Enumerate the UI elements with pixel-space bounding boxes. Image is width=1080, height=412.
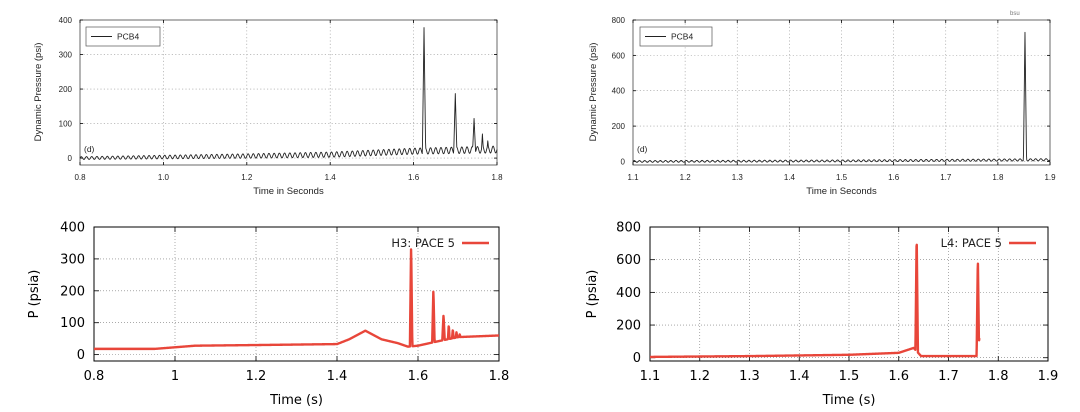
series-line-pcb4 xyxy=(632,31,1051,163)
legend-box xyxy=(639,26,713,47)
y-tick-label: 0 xyxy=(621,157,626,166)
legend: PCB4 xyxy=(85,26,161,47)
y-tick-label: 800 xyxy=(612,16,626,25)
x-tick-label: 1.5 xyxy=(839,369,860,384)
y-axis-label: Dynamic Pressure (psi) xyxy=(588,43,599,142)
x-tick-label: 1.8 xyxy=(489,369,510,384)
grid xyxy=(80,20,497,165)
x-tick-label: 1.6 xyxy=(408,173,420,182)
x-tick-label: 1.4 xyxy=(784,173,796,182)
x-tick-label: 1.8 xyxy=(988,369,1009,384)
y-tick-label: 400 xyxy=(60,221,85,236)
y-tick-label: 400 xyxy=(59,16,73,25)
y-tick-label: 200 xyxy=(60,284,85,299)
x-tick-label: 1.3 xyxy=(739,369,760,384)
legend-label: L4: PACE 5 xyxy=(941,236,1002,250)
corner-text: bsu xyxy=(1010,11,1020,17)
y-tick-label: 0 xyxy=(633,351,641,366)
x-tick-label: 1.7 xyxy=(938,369,959,384)
legend: PCB4 xyxy=(639,26,713,47)
chart-top-right: 1.1 1.2 1.3 1.4 1.5 1.6 1.7 1.8 1.9 0 200 400 600 800… xyxy=(588,11,1056,197)
x-tick-label: 1.6 xyxy=(888,369,909,384)
x-tick-label: 1.3 xyxy=(732,173,744,182)
y-tick-label: 400 xyxy=(612,87,626,96)
x-axis-label: Time (s) xyxy=(269,393,323,408)
series-line-h3-pace5 xyxy=(93,248,500,351)
series-line-l4-pace5 xyxy=(649,243,981,359)
y-tick-label: 600 xyxy=(612,51,626,60)
chart-bottom-left: 0.8 1 1.2 1.4 1.6 1.8 0 100 200 300 400 H3: PACE 5… xyxy=(27,221,509,409)
grid xyxy=(94,227,499,361)
axis-ticks: 0.8 1.0 1.2 1.4 1.6 1.8 0 100 200 300 400 xyxy=(59,16,503,182)
y-tick-label: 300 xyxy=(60,252,85,267)
y-axis-label: P (psia) xyxy=(27,270,42,319)
y-tick-label: 600 xyxy=(616,253,641,268)
x-axis-label: Time in Seconds xyxy=(253,186,324,197)
x-tick-label: 1.5 xyxy=(836,173,848,182)
y-axis-label: Dynamic Pressure (psi) xyxy=(33,43,44,142)
y-tick-label: 0 xyxy=(77,348,85,363)
chart-bottom-right: 1.1 1.2 1.3 1.4 1.5 1.6 1.7 1.8 1.9 0 200 400 600 800… xyxy=(585,221,1058,409)
y-tick-label: 200 xyxy=(616,319,641,334)
y-tick-label: 800 xyxy=(616,221,641,236)
x-tick-label: 1.8 xyxy=(491,173,503,182)
x-tick-label: 1.9 xyxy=(1044,173,1056,182)
x-tick-label: 1.8 xyxy=(992,173,1004,182)
x-tick-label: 1.2 xyxy=(689,369,710,384)
legend-box xyxy=(85,26,161,47)
grid xyxy=(650,227,1048,361)
axis-ticks: 0.8 1 1.2 1.4 1.6 1.8 0 100 200 300 400 xyxy=(60,221,509,385)
y-tick-label: 100 xyxy=(60,316,85,331)
x-axis-label: Time (s) xyxy=(822,393,876,408)
y-tick-label: 100 xyxy=(59,120,73,129)
y-tick-label: 300 xyxy=(59,51,73,60)
x-tick-label: 1.9 xyxy=(1038,369,1059,384)
panel-annotation: (d) xyxy=(637,144,648,154)
chart-top-left: 0.8 1.0 1.2 1.4 1.6 1.8 0 100 200 300 400 PCB4 (d)… xyxy=(33,16,503,197)
legend-label: PCB4 xyxy=(117,32,139,42)
x-tick-label: 1.7 xyxy=(940,173,952,182)
y-axis-label: P (psia) xyxy=(585,270,600,319)
x-tick-label: 1.4 xyxy=(789,369,810,384)
x-tick-label: 1.6 xyxy=(888,173,900,182)
x-tick-label: 1.2 xyxy=(680,173,692,182)
legend: H3: PACE 5 xyxy=(391,236,489,250)
x-tick-label: 1.4 xyxy=(327,369,348,384)
x-axis-label: Time in Seconds xyxy=(806,186,877,197)
x-tick-label: 0.8 xyxy=(74,173,86,182)
legend-label: H3: PACE 5 xyxy=(391,236,455,250)
x-tick-label: 1.6 xyxy=(408,369,429,384)
x-tick-label: 1.1 xyxy=(627,173,639,182)
y-tick-label: 0 xyxy=(68,154,73,163)
x-tick-label: 1.1 xyxy=(640,369,661,384)
legend: L4: PACE 5 xyxy=(941,236,1036,250)
panel-annotation: (d) xyxy=(84,144,95,154)
series-line-pcb4 xyxy=(79,27,498,160)
x-tick-label: 1 xyxy=(171,369,179,384)
axis-ticks: 1.1 1.2 1.3 1.4 1.5 1.6 1.7 1.8 1.9 0 200 400 600 800 xyxy=(616,221,1058,385)
y-tick-label: 200 xyxy=(59,85,73,94)
x-tick-label: 1.4 xyxy=(325,173,337,182)
x-tick-label: 0.8 xyxy=(84,369,105,384)
y-tick-label: 200 xyxy=(612,122,626,131)
x-tick-label: 1.2 xyxy=(246,369,267,384)
y-tick-label: 400 xyxy=(616,286,641,301)
axis-ticks: 1.1 1.2 1.3 1.4 1.5 1.6 1.7 1.8 1.9 0 200 400 600 800 xyxy=(612,16,1056,182)
x-tick-label: 1.0 xyxy=(158,173,170,182)
legend-label: PCB4 xyxy=(671,32,693,42)
x-tick-label: 1.2 xyxy=(241,173,253,182)
